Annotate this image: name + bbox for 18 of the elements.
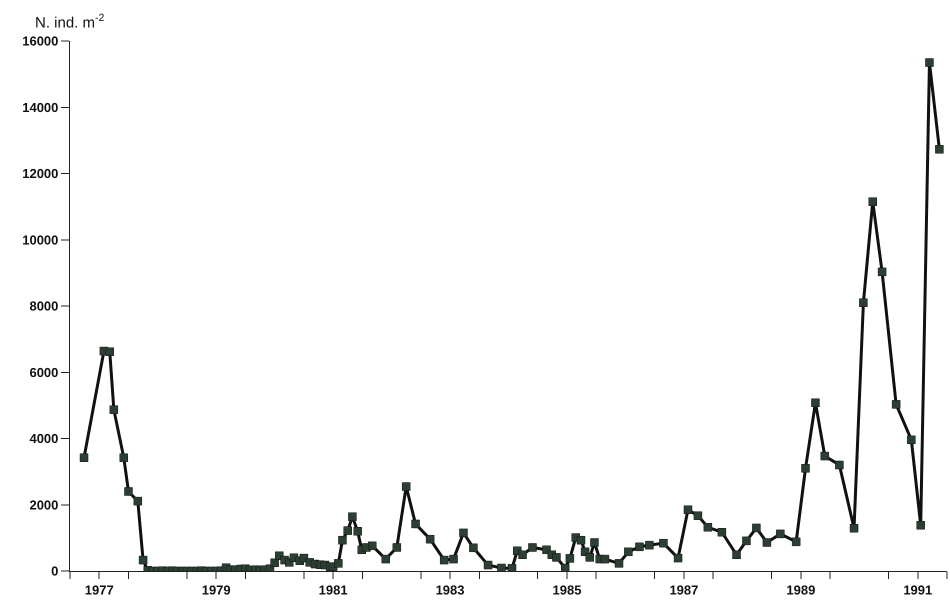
x-tick-label: 1991 [903,582,932,598]
y-tick-label: 12000 [22,166,58,182]
x-tick-label: 1985 [552,582,582,598]
x-tick-label: 1979 [202,582,231,598]
y-tick-label: 16000 [22,34,58,49]
x-tick-label: 1981 [318,582,348,598]
y-tick-label: 0 [51,564,58,579]
y-tick-label: 4000 [29,431,58,446]
y-axis-title: N. ind. m$^{-2}$ [35,12,105,32]
x-tick-label: 1989 [786,582,816,598]
y-tick-label: 10000 [22,232,58,248]
y-tick-label: 2000 [29,497,58,512]
x-tick-label: 1983 [436,582,464,598]
y-tick-label: 8000 [29,298,58,314]
y-tick-label: 6000 [29,364,58,380]
y-tick-label: 14000 [22,100,58,115]
x-tick-label: 1987 [669,582,698,598]
x-tick-label: 1977 [84,582,114,598]
